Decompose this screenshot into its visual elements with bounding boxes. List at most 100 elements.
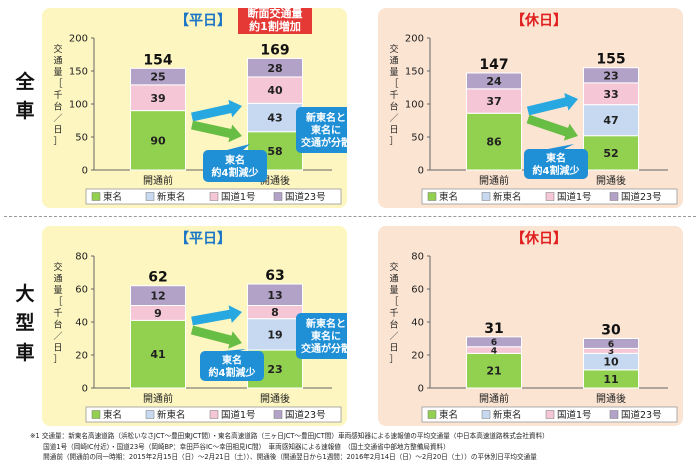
bar-segment (247, 318, 303, 351)
bar-value-label: 24 (486, 75, 502, 88)
x-tick-label: 開通後 (596, 392, 626, 405)
y-tick-label: 200 (405, 34, 424, 45)
bar-total-label: 169 (260, 42, 289, 58)
bar-value-label: 40 (267, 84, 283, 97)
bar-value-label: 25 (150, 71, 165, 84)
legend-swatch (609, 192, 619, 201)
annotation-callout-disperse-text: 新東名と東名に交通が分散 (301, 111, 347, 149)
legend-swatch (273, 410, 283, 419)
annotation-callout-disperse-text-line: 交通が分散 (301, 342, 347, 355)
annotation-callout-decrease-text-line: 東名 (546, 151, 566, 164)
annotation-callout-decrease (524, 149, 588, 179)
legend-item: 国道23号 (621, 191, 662, 203)
y-axis-label-char: 交 (389, 43, 398, 55)
shift-arrow-blue (191, 305, 242, 326)
annotation-callout-decrease-text: 東名約4割減少 (533, 151, 580, 177)
annotation-callout-decrease-text: 東名約4割減少 (209, 353, 256, 379)
y-axis-label-char: ［ (389, 297, 398, 308)
annotation-callout-decrease (200, 351, 264, 381)
x-tick-label: 開通前 (479, 174, 509, 187)
legend-item: 国道1号 (221, 191, 256, 203)
bar-value-label: 11 (603, 373, 618, 386)
x-tick-label: 開通前 (143, 174, 173, 187)
y-axis-label-char: 台 (389, 101, 398, 113)
annotation-callout-disperse-tail (300, 313, 334, 324)
chart-panel-large-holiday: 【休日】交通量 ［ 千台／日 ］ 0 20 40 60 80 21 4 6 31 開通前 11 10 3 6 30 開… (378, 226, 683, 426)
y-axis-label-char: 台 (389, 319, 398, 331)
annotation-callout-disperse-text-line: 東名に (311, 124, 341, 137)
annotation-increase-text-line: 断面交通量 (248, 8, 303, 20)
chart-panel-all-weekday: 【平日】交通量 ［ 千台／日 ］ 0 50 100 150 200 90 39 25 154 開通前 58 4… (42, 8, 347, 208)
bar-value-label: 3 (608, 347, 614, 357)
chart-title: 【平日】 (175, 13, 231, 29)
bar-value-label: 9 (154, 307, 162, 320)
bar-value-label: 90 (150, 134, 166, 147)
legend-swatch (145, 410, 155, 419)
bar-value-label: 10 (603, 356, 619, 369)
bar-segment (130, 84, 186, 112)
legend-swatch (209, 192, 219, 201)
bar-value-label: 37 (486, 95, 501, 108)
y-tick-label: 40 (411, 318, 424, 329)
annotation-callout-decrease (203, 150, 267, 182)
legend-swatch (609, 410, 619, 419)
annotation-callout-decrease-tail (227, 144, 250, 150)
legend-item: 国道23号 (621, 409, 662, 421)
annotation-callout-decrease-text: 東名約4割減少 (212, 153, 259, 179)
bar-segment (466, 352, 522, 389)
y-axis-label-char: ］ (53, 354, 62, 365)
shift-arrow-green (191, 120, 242, 143)
legend-swatch (209, 410, 219, 419)
shift-arrow-green (190, 325, 242, 349)
annotation-callout-decrease-text-line: 東名 (225, 153, 245, 166)
legend-item: 東名 (439, 191, 458, 203)
bar-total-label: 31 (484, 321, 503, 337)
legend-swatch (91, 192, 101, 201)
legend-swatch (427, 192, 437, 201)
row-label-char: 車 (15, 100, 35, 123)
y-tick-label: 60 (75, 285, 88, 296)
bar-segment (583, 104, 639, 137)
chart-panel-all-holiday: 【休日】交通量 ［ 千台／日 ］ 0 50 100 150 200 86 37 24 147 開通前 52 4… (378, 8, 683, 208)
chart-title: 【平日】 (175, 231, 231, 247)
bar-segment (130, 67, 186, 86)
chart-svg: 【平日】交通量［千台／日］ 0 50 100 150 200 90 39 25 154 開通前 58 4… (53, 8, 347, 205)
legend: 東名 新東名 国道1号 国道23号 (421, 406, 678, 423)
row-label-char: 大 (15, 283, 35, 305)
y-axis-label-char: 千 (53, 308, 62, 319)
row-label-all-vehicles: 全 車 (10, 68, 40, 127)
bar-segment (130, 110, 186, 171)
bar-segment (247, 76, 303, 104)
y-axis-label-char: 通 (53, 274, 62, 285)
y-axis-label-char: 通 (389, 56, 398, 67)
y-tick-label: 50 (411, 133, 424, 144)
x-tick-label: 開通後 (596, 174, 626, 187)
y-axis-label-char: 日 (53, 343, 62, 354)
y-axis-label-char: ／ (53, 113, 62, 124)
legend: 東名 新東名 国道1号 国道23号 (85, 406, 342, 423)
row-label-large-vehicles: 大 型 車 (10, 280, 40, 368)
bar-segment (247, 102, 303, 133)
bar-segment (466, 112, 522, 171)
bar-total-label: 147 (479, 57, 508, 73)
shift-arrow-blue (526, 93, 578, 116)
y-tick-label: 100 (405, 100, 424, 111)
y-axis-label-char: 量 (53, 67, 62, 78)
legend-item: 国道1号 (557, 409, 592, 421)
bar-value-label: 19 (267, 328, 282, 341)
y-axis-label-char: 量 (53, 285, 62, 296)
y-tick-label: 0 (82, 166, 88, 177)
bar-total-label: 62 (148, 270, 167, 286)
legend-item: 新東名 (157, 409, 186, 421)
bar-value-label: 41 (150, 348, 165, 361)
y-axis-label-char: 台 (53, 319, 62, 331)
y-tick-label: 50 (75, 133, 88, 144)
chart-svg: 【休日】交通量［千台／日］020406080214631開通前11103630開… (389, 230, 678, 423)
bar-segment (130, 319, 186, 389)
y-axis-label-char: 千 (53, 90, 62, 101)
annotation-callout-disperse (296, 107, 347, 153)
y-axis-label-char: ／ (389, 113, 398, 124)
legend-item: 国道1号 (557, 191, 592, 203)
annotation-increase-text: 断面交通量約1割増加 (248, 8, 303, 33)
bar-value-label: 12 (150, 290, 165, 303)
